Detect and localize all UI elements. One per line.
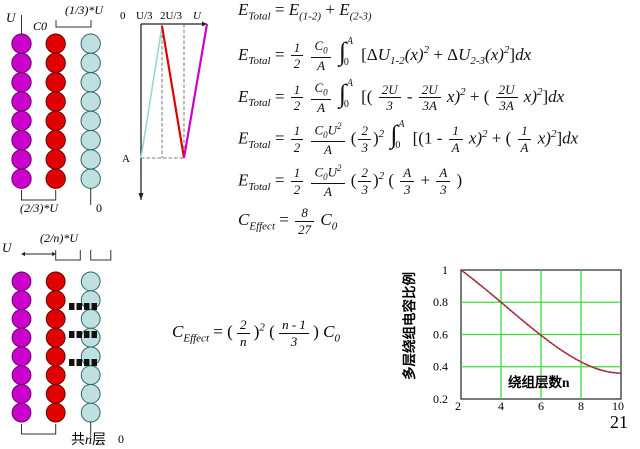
svg-text:2: 2 bbox=[455, 399, 461, 413]
svg-text:(1/3)*U: (1/3)*U bbox=[65, 3, 104, 17]
svg-text:0: 0 bbox=[120, 10, 126, 22]
svg-text:10: 10 bbox=[612, 399, 624, 413]
svg-text:0.2: 0.2 bbox=[433, 392, 448, 406]
svg-text:0.6: 0.6 bbox=[433, 328, 448, 342]
svg-text:多层绕组电容比例: 多层绕组电容比例 bbox=[401, 272, 417, 380]
svg-text:A: A bbox=[122, 153, 130, 165]
svg-text:0.4: 0.4 bbox=[433, 360, 448, 374]
svg-text:8: 8 bbox=[578, 399, 584, 413]
svg-text:4: 4 bbox=[498, 399, 504, 413]
svg-text:1: 1 bbox=[442, 263, 448, 277]
svg-text:0.8: 0.8 bbox=[433, 295, 448, 309]
svg-text:U: U bbox=[2, 240, 13, 255]
svg-text:C0: C0 bbox=[33, 19, 47, 33]
svg-text:共n层: 共n层 bbox=[71, 432, 106, 448]
svg-text:U: U bbox=[193, 10, 202, 22]
svg-text:2U/3: 2U/3 bbox=[160, 10, 183, 22]
svg-text:U/3: U/3 bbox=[136, 10, 153, 22]
svg-text:6: 6 bbox=[538, 399, 544, 413]
svg-text:U: U bbox=[6, 10, 17, 25]
svg-text:绕组层数n: 绕组层数n bbox=[508, 374, 570, 390]
svg-text:0: 0 bbox=[96, 201, 102, 215]
svg-text:(2/n)*U: (2/n)*U bbox=[40, 231, 79, 245]
svg-text:0: 0 bbox=[118, 432, 124, 446]
svg-text:(2/3)*U: (2/3)*U bbox=[20, 201, 59, 215]
